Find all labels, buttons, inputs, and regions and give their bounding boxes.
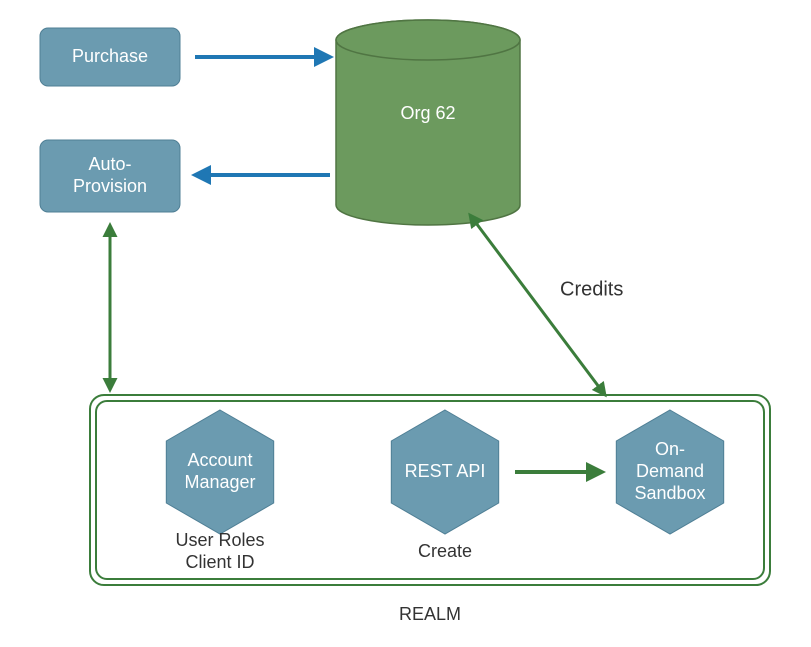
- node-purchase: Purchase: [40, 28, 180, 86]
- rest_api-caption-label-0: Create: [418, 541, 472, 561]
- sandbox-label-1: Demand: [636, 461, 704, 481]
- account_manager-caption-label-1: Client ID: [185, 552, 254, 572]
- account_manager-label-1: Manager: [184, 472, 255, 492]
- realm-label: REALM: [399, 604, 461, 624]
- account_manager-caption-label-0: User Roles: [175, 530, 264, 550]
- node-rest_api: REST API Create: [391, 410, 498, 561]
- auto_provision-label-1: Provision: [73, 176, 147, 196]
- sandbox-label-0: On-: [655, 439, 685, 459]
- node-account_manager: AccountManager User RolesClient ID: [166, 410, 273, 572]
- auto_provision-label-0: Auto-: [88, 154, 131, 174]
- org62-label-0: Org 62: [400, 103, 455, 123]
- rest_api-label-0: REST API: [405, 461, 486, 481]
- sandbox-label-2: Sandbox: [634, 483, 705, 503]
- edge-org62-to-realm: [470, 215, 605, 395]
- node-sandbox: On-DemandSandbox: [616, 410, 723, 534]
- diagram-canvas: REALM Purchase Auto-Provision Org 62 Account…: [0, 0, 811, 647]
- edge-label-org62-to-realm: Credits: [560, 278, 623, 300]
- account_manager-label-0: Account: [187, 450, 252, 470]
- node-auto_provision: Auto-Provision: [40, 140, 180, 212]
- purchase-label-0: Purchase: [72, 46, 148, 66]
- node-org62: Org 62: [336, 20, 520, 225]
